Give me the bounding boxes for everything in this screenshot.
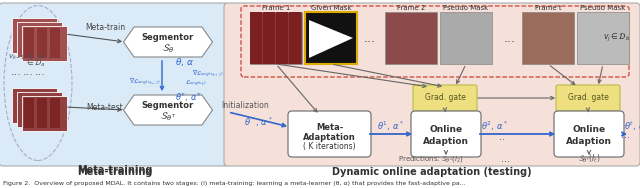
- Text: $\theta,\,\alpha$: $\theta,\,\alpha$: [175, 56, 195, 68]
- Text: $\nabla\mathcal{L}_{seg(v_{k+1})}$: $\nabla\mathcal{L}_{seg(v_{k+1})}$: [192, 68, 223, 80]
- Text: $v_{k+1}$: $v_{k+1}$: [35, 52, 53, 62]
- FancyBboxPatch shape: [413, 85, 477, 111]
- Bar: [250, 12, 302, 64]
- Text: $v_k$: $v_k$: [26, 52, 35, 62]
- FancyBboxPatch shape: [556, 85, 620, 111]
- FancyBboxPatch shape: [288, 111, 371, 157]
- Bar: [24, 98, 34, 128]
- Text: ...: ...: [35, 67, 45, 77]
- Bar: [385, 12, 437, 64]
- Text: Frame t: Frame t: [534, 5, 561, 11]
- Text: Segmentor: Segmentor: [142, 102, 194, 111]
- Polygon shape: [124, 95, 212, 125]
- Text: Online: Online: [429, 126, 463, 134]
- Text: $\mathcal{S}_\theta$: $\mathcal{S}_\theta$: [162, 43, 174, 55]
- Bar: [37, 28, 47, 58]
- Text: $\mathcal{L}_{seg(v_k)}$: $\mathcal{L}_{seg(v_k)}$: [185, 79, 207, 89]
- Text: $\theta^\tau,\,\alpha^\tau$: $\theta^\tau,\,\alpha^\tau$: [175, 91, 202, 103]
- Text: Figure 2.  Overview of proposed MDAL. It contains two stages: (i) meta-training:: Figure 2. Overview of proposed MDAL. It …: [3, 180, 466, 186]
- Text: Grad. gate: Grad. gate: [568, 93, 609, 102]
- Text: $\theta^2,\,\alpha^*$: $\theta^2,\,\alpha^*$: [481, 119, 508, 133]
- Text: Predictions: $\mathcal{S}_{\theta^2}(I_2)$: Predictions: $\mathcal{S}_{\theta^2}(I_2…: [398, 154, 464, 164]
- Text: Adaption: Adaption: [423, 136, 469, 146]
- Text: Meta-train: Meta-train: [85, 23, 125, 32]
- Text: $\theta^*,\,\alpha^*$: $\theta^*,\,\alpha^*$: [244, 115, 273, 129]
- Bar: [522, 12, 574, 64]
- FancyBboxPatch shape: [0, 3, 229, 166]
- Text: $v_{k-1}$: $v_{k-1}$: [8, 52, 26, 62]
- Text: $\mathcal{S}_{\theta^\tau}$: $\mathcal{S}_{\theta^\tau}$: [160, 111, 176, 123]
- Text: Meta-test: Meta-test: [86, 104, 124, 112]
- Bar: [276, 12, 288, 64]
- Text: ...: ...: [504, 32, 516, 45]
- Text: Meta-training: Meta-training: [77, 167, 153, 177]
- Text: $\theta^1,\,\alpha^*$: $\theta^1,\,\alpha^*$: [377, 119, 404, 133]
- Text: Grad. gate: Grad. gate: [424, 93, 465, 102]
- Bar: [263, 12, 275, 64]
- Bar: [577, 12, 629, 64]
- FancyBboxPatch shape: [411, 111, 481, 157]
- Bar: [22, 96, 67, 131]
- Text: ...: ...: [621, 130, 630, 140]
- Bar: [289, 12, 301, 64]
- Text: Segmentor: Segmentor: [142, 33, 194, 42]
- Text: Pseudo Mask: Pseudo Mask: [444, 5, 488, 11]
- Text: ( K iterations): ( K iterations): [303, 142, 356, 151]
- Bar: [440, 12, 492, 64]
- Bar: [12, 18, 57, 53]
- Text: $\theta^t,\,\alpha^*$: $\theta^t,\,\alpha^*$: [624, 119, 640, 133]
- FancyBboxPatch shape: [554, 111, 624, 157]
- Bar: [17, 22, 62, 57]
- Text: ...: ...: [500, 154, 509, 164]
- Bar: [12, 88, 57, 123]
- Text: $\mathcal{S}_{\theta^t}(I_t)$: $\mathcal{S}_{\theta^t}(I_t)$: [578, 153, 600, 165]
- Bar: [17, 92, 62, 127]
- Polygon shape: [124, 27, 212, 57]
- Bar: [22, 26, 67, 61]
- Text: ..: ..: [499, 132, 505, 142]
- Text: Frame 1: Frame 1: [262, 5, 290, 11]
- Bar: [305, 12, 357, 64]
- Text: $v_j\in\mathcal{D}_b$: $v_j\in\mathcal{D}_b$: [603, 32, 630, 44]
- Text: ...: ...: [364, 32, 376, 45]
- Text: Meta-training: Meta-training: [77, 165, 153, 175]
- Text: Initialization: Initialization: [221, 102, 269, 111]
- Text: $\nabla\mathcal{L}_{seg(v_{k-1})}$: $\nabla\mathcal{L}_{seg(v_{k-1})}$: [129, 76, 161, 88]
- Text: Given Mask: Given Mask: [311, 5, 351, 11]
- Bar: [250, 12, 262, 64]
- Text: Dynamic online adaptation (testing): Dynamic online adaptation (testing): [332, 167, 532, 177]
- Text: Adaption: Adaption: [566, 136, 612, 146]
- Text: Meta-: Meta-: [316, 124, 343, 133]
- Text: ...: ...: [11, 67, 21, 77]
- Bar: [24, 28, 34, 58]
- Polygon shape: [309, 20, 353, 58]
- FancyBboxPatch shape: [224, 3, 640, 166]
- Bar: [50, 98, 60, 128]
- Text: $\in\mathcal{D}_a$: $\in\mathcal{D}_a$: [24, 57, 45, 69]
- Text: Online: Online: [572, 126, 605, 134]
- Bar: [37, 98, 47, 128]
- Text: ...: ...: [22, 67, 33, 77]
- Text: Frame 2: Frame 2: [397, 5, 425, 11]
- Text: Pseudo Mask: Pseudo Mask: [580, 5, 626, 11]
- Bar: [50, 28, 60, 58]
- Text: Adaptation: Adaptation: [303, 133, 356, 142]
